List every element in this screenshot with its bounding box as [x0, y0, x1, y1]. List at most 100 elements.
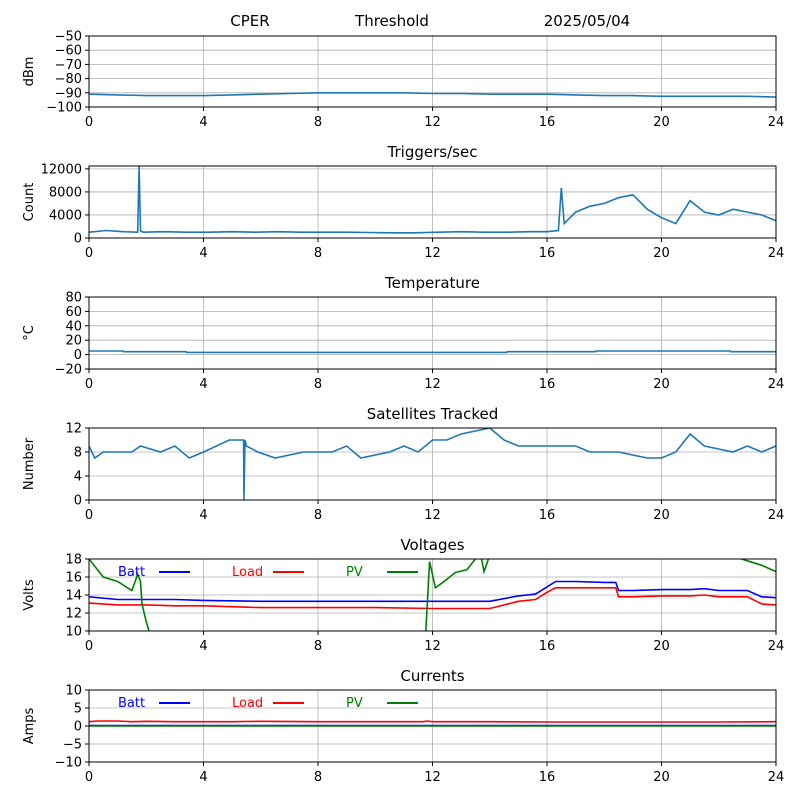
y-tick-label: −80 [55, 72, 82, 87]
y-tick-label: 0 [74, 494, 82, 509]
panel-triggers: 0 4 8 12 16 20 24 0 4000 8000 12000 Triggers/sec Cou… [22, 143, 784, 261]
x-tick-label: 16 [539, 246, 556, 261]
y-tick-label: −50 [55, 30, 82, 45]
y-tick-label: 8 [74, 446, 82, 461]
x-tick-label: 8 [314, 377, 322, 392]
series-line-data [89, 350, 776, 354]
x-tick-label: 24 [768, 246, 785, 261]
y-tick-label: −70 [55, 58, 82, 73]
panel-voltages: 0 4 8 12 16 20 24 10 12 14 16 18 Voltages Volts Batt Lo… [22, 536, 784, 654]
x-tick-label: 4 [199, 115, 207, 130]
y-tick-label: 20 [65, 334, 82, 349]
panel-currents: 0 4 8 12 16 20 24 −10 −5 0 5 10 Currents Amps Batt Load… [22, 667, 784, 785]
header-date: 2025/05/04 [544, 12, 630, 30]
y-tick-label: −10 [55, 756, 82, 771]
chart-title: Temperature [384, 274, 480, 292]
x-tick-label: 0 [85, 639, 93, 654]
legend-label-batt: Batt [118, 696, 145, 711]
y-tick-label: 0 [74, 720, 82, 735]
y-tick-label: 0 [74, 348, 82, 363]
x-tick-label: 0 [85, 115, 93, 130]
y-axis-label: Number [22, 437, 37, 490]
y-axis-label: Count [22, 183, 37, 222]
y-tick-label: 10 [65, 625, 82, 640]
y-tick-label: 4000 [49, 208, 82, 223]
y-tick-label: −20 [55, 363, 82, 378]
series-line-data [89, 166, 776, 234]
x-tick-label: 16 [539, 115, 556, 130]
x-tick-label: 20 [653, 770, 670, 785]
y-axis-label: Volts [22, 579, 37, 611]
y-tick-label: 12 [65, 607, 82, 622]
legend-label-load: Load [232, 565, 263, 580]
y-tick-label: 14 [65, 589, 82, 604]
y-tick-label: 12000 [41, 162, 82, 177]
x-tick-label: 16 [539, 639, 556, 654]
x-tick-label: 12 [424, 508, 441, 523]
x-tick-label: 20 [653, 246, 670, 261]
x-tick-label: 24 [768, 508, 785, 523]
chart-title: Currents [400, 667, 464, 685]
y-tick-label: 0 [74, 232, 82, 247]
legend-label-load: Load [232, 696, 263, 711]
y-tick-label: 8000 [49, 185, 82, 200]
x-tick-label: 8 [314, 508, 322, 523]
x-tick-label: 24 [768, 377, 785, 392]
x-tick-label: 20 [653, 115, 670, 130]
y-tick-label: 60 [65, 305, 82, 320]
x-tick-label: 20 [653, 639, 670, 654]
legend-label-batt: Batt [118, 565, 145, 580]
x-tick-label: 12 [424, 377, 441, 392]
series-line-pv [89, 559, 776, 631]
x-tick-label: 8 [314, 639, 322, 654]
x-tick-label: 12 [424, 246, 441, 261]
series-line-load [89, 720, 776, 723]
y-axis-label: dBm [22, 57, 37, 87]
x-tick-label: 0 [85, 508, 93, 523]
y-tick-label: −60 [55, 44, 82, 59]
x-tick-label: 24 [768, 770, 785, 785]
x-tick-label: 24 [768, 115, 785, 130]
x-tick-label: 8 [314, 115, 322, 130]
panel-dbm: 0 4 8 12 16 20 24 −100−90−80−70−60−50 dBm [22, 30, 784, 131]
chart-title: Voltages [400, 536, 464, 554]
chart-title: Triggers/sec [387, 143, 478, 161]
y-tick-label: 16 [65, 571, 82, 586]
header-site: CPER [230, 12, 269, 30]
x-tick-label: 24 [768, 639, 785, 654]
series-line-load [89, 587, 776, 610]
x-tick-label: 12 [424, 770, 441, 785]
x-tick-label: 4 [199, 377, 207, 392]
series-line-data [89, 92, 776, 98]
y-tick-label: −90 [55, 86, 82, 101]
x-tick-label: 4 [199, 639, 207, 654]
x-tick-label: 20 [653, 377, 670, 392]
x-tick-label: 12 [424, 115, 441, 130]
y-tick-label: 12 [65, 422, 82, 437]
x-tick-label: 16 [539, 770, 556, 785]
x-tick-label: 12 [424, 639, 441, 654]
y-axis-label: Amps [22, 707, 37, 744]
y-tick-label: −100 [46, 101, 82, 116]
x-tick-label: 8 [314, 770, 322, 785]
y-tick-label: 5 [74, 702, 82, 717]
x-tick-label: 4 [199, 508, 207, 523]
x-tick-label: 0 [85, 246, 93, 261]
y-axis-label: °C [22, 325, 37, 341]
legend-label-pv: PV [346, 565, 363, 580]
x-tick-label: 0 [85, 770, 93, 785]
series-line-data [89, 428, 776, 500]
y-tick-label: −5 [63, 738, 82, 753]
x-tick-label: 20 [653, 508, 670, 523]
header-mode: Threshold [354, 12, 429, 30]
x-tick-label: 16 [539, 508, 556, 523]
legend-label-pv: PV [346, 696, 363, 711]
panel-satellites: 0 4 8 12 16 20 24 0 4 8 12 Satellites Tracked Number [22, 405, 784, 523]
y-tick-label: 10 [65, 684, 82, 699]
x-tick-label: 4 [199, 246, 207, 261]
x-tick-label: 16 [539, 377, 556, 392]
y-tick-label: 40 [65, 319, 82, 334]
